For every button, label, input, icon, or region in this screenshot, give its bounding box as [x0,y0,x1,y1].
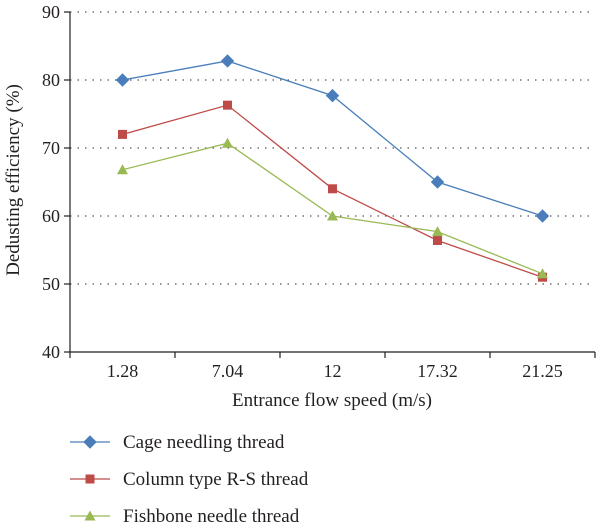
y-tick-label: 50 [42,274,60,294]
data-point [222,137,233,148]
legend-marker [84,510,96,521]
legend-item: Column type R-S thread [70,469,309,490]
series-line [122,142,543,275]
x-axis-label: Entrance flow speed (m/s) [232,390,432,411]
series-layer [115,54,550,282]
data-point [325,88,340,103]
legend-item: Fishbone needle thread [70,506,300,527]
x-tick-label: 17.32 [417,361,458,381]
y-tick-label: 70 [42,138,60,158]
x-tick-labels: 1.28 7.04 12 17.32 21.25 [69,352,596,381]
gridlines [70,11,595,285]
y-tick-labels: 40 50 60 70 80 90 [42,2,70,362]
legend-item: Cage needling thread [70,432,285,453]
x-tick-label: 1.28 [107,361,139,381]
axes [69,12,595,353]
y-tick-label: 80 [42,70,60,90]
data-point [327,210,338,221]
legend-marker [83,435,97,449]
data-point [430,175,445,189]
y-tick-label: 40 [42,342,60,362]
x-tick-label: 21.25 [522,361,563,381]
series-2 [118,100,547,282]
data-point [432,226,443,237]
legend-label: Fishbone needle thread [123,506,300,527]
data-point [537,268,548,279]
y-tick-label: 60 [42,206,60,226]
legend-label: Column type R-S thread [123,469,309,490]
data-point [535,209,550,223]
data-point [117,164,128,175]
legend-label: Cage needling thread [123,432,285,453]
data-point [223,100,232,110]
series-3 [117,137,548,279]
data-point [115,73,130,87]
data-point [328,184,337,194]
data-point [118,129,127,139]
x-tick-label: 12 [324,361,342,381]
data-point [433,235,442,245]
data-point [220,54,235,68]
y-tick-label: 90 [42,2,60,22]
legend: Cage needling thread Column type R-S thre… [70,432,309,527]
x-tick-label: 7.04 [212,361,244,381]
legend-marker [85,474,95,484]
y-axis-label: Dedusting efficiency (%) [3,84,24,276]
series-1 [115,54,550,223]
